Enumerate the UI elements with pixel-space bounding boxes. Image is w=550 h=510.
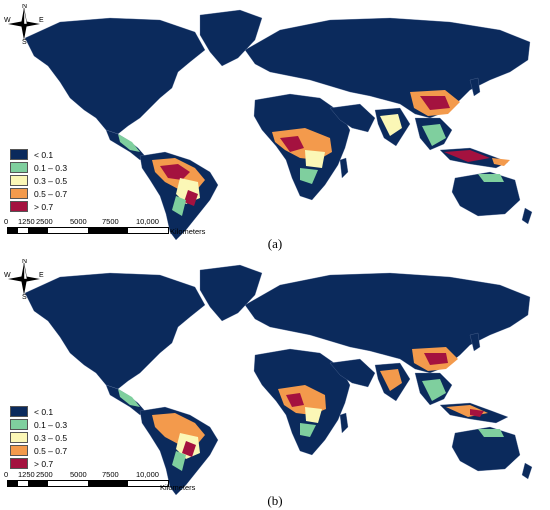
scale-bar-b: 0 1250 2500 5000 7500 10,000 Kilometers xyxy=(0,470,195,492)
legend-label: > 0.7 xyxy=(34,458,54,469)
risk-overlay-b xyxy=(118,347,504,471)
scale-tick: 1250 xyxy=(18,217,35,226)
legend-label: 0.1 – 0.3 xyxy=(34,419,68,430)
legend-item: 0.1 – 0.3 xyxy=(10,161,67,174)
legend-label: 0.5 – 0.7 xyxy=(34,445,68,456)
north-arrow-a: N S E W xyxy=(4,4,44,44)
compass-w-label: W xyxy=(4,17,11,24)
compass-e-label: E xyxy=(39,272,44,279)
legend-swatch xyxy=(10,432,28,443)
map-panel-b: N S E W < 0.1 0.1 – 0.3 0.3 – 0.5 0.5 – … xyxy=(0,255,550,508)
legend-item: 0.5 – 0.7 xyxy=(10,187,67,200)
legend-item: < 0.1 xyxy=(10,148,67,161)
scale-unit: Kilometers xyxy=(160,483,196,492)
caption-b: (b) xyxy=(267,493,283,508)
compass-w-label: W xyxy=(4,272,11,279)
compass-s-label: S xyxy=(22,294,27,299)
compass-n-label: N xyxy=(22,259,27,265)
map-panel-a: N S E W < 0.1 0.1 – 0.3 0.3 – 0.5 0.5 – … xyxy=(0,0,550,251)
legend-swatch xyxy=(10,458,28,469)
legend-item: 0.5 – 0.7 xyxy=(10,444,67,457)
scale-tick: 2500 xyxy=(36,470,53,479)
scale-tick: 0 xyxy=(4,217,9,226)
compass-e-label: E xyxy=(39,17,44,24)
scale-tick: 0 xyxy=(4,470,9,479)
legend-swatch xyxy=(10,445,28,456)
land-base-b xyxy=(24,264,533,495)
world-map-a xyxy=(24,9,533,240)
scale-tick: 10,000 xyxy=(136,217,159,226)
scale-tick: 7500 xyxy=(102,217,119,226)
legend-label: 0.3 – 0.5 xyxy=(34,175,68,186)
legend-label: > 0.7 xyxy=(34,201,54,212)
legend-a: < 0.1 0.1 – 0.3 0.3 – 0.5 0.5 – 0.7 > 0.… xyxy=(10,148,67,213)
legend-item: > 0.7 xyxy=(10,457,67,470)
risk-overlay-a xyxy=(118,90,510,216)
legend-b: < 0.1 0.1 – 0.3 0.3 – 0.5 0.5 – 0.7 > 0.… xyxy=(10,405,67,470)
legend-item: 0.3 – 0.5 xyxy=(10,174,67,187)
legend-item: < 0.1 xyxy=(10,405,67,418)
legend-label: < 0.1 xyxy=(34,406,54,417)
scale-unit: Kilometers xyxy=(170,227,206,236)
compass-n-label: N xyxy=(22,4,27,10)
scale-track xyxy=(7,227,169,234)
legend-swatch xyxy=(10,162,28,173)
land-base-a xyxy=(24,9,533,240)
scale-track xyxy=(7,480,169,487)
legend-label: < 0.1 xyxy=(34,149,54,160)
legend-item: 0.1 – 0.3 xyxy=(10,418,67,431)
legend-label: 0.1 – 0.3 xyxy=(34,162,68,173)
caption-a: (a) xyxy=(267,236,283,251)
scale-tick-labels: 0 1250 2500 5000 7500 10,000 xyxy=(0,470,169,480)
scale-bar-a: 0 1250 2500 5000 7500 10,000 Kilometers xyxy=(0,217,205,236)
legend-label: 0.3 – 0.5 xyxy=(34,432,68,443)
legend-swatch xyxy=(10,419,28,430)
scale-tick: 7500 xyxy=(102,470,119,479)
legend-swatch xyxy=(10,188,28,199)
scale-tick: 1250 xyxy=(18,470,35,479)
scale-tick: 5000 xyxy=(70,217,87,226)
legend-swatch xyxy=(10,149,28,160)
scale-tick: 5000 xyxy=(70,470,87,479)
legend-swatch xyxy=(10,406,28,417)
legend-swatch xyxy=(10,201,28,212)
scale-tick: 2500 xyxy=(36,217,53,226)
legend-item: 0.3 – 0.5 xyxy=(10,431,67,444)
north-arrow-b: N S E W xyxy=(4,259,44,299)
legend-item: > 0.7 xyxy=(10,200,67,213)
compass-s-label: S xyxy=(22,39,27,44)
legend-swatch xyxy=(10,175,28,186)
legend-label: 0.5 – 0.7 xyxy=(34,188,68,199)
scale-tick: 10,000 xyxy=(136,470,159,479)
world-map-b xyxy=(24,264,533,495)
scale-tick-labels: 0 1250 2500 5000 7500 10,000 xyxy=(0,217,169,227)
